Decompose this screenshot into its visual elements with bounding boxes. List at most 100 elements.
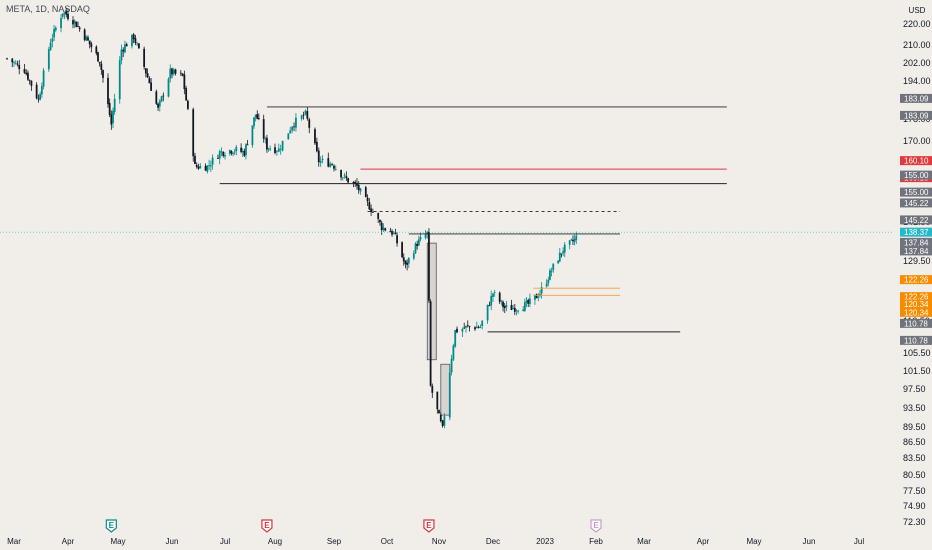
candle-body — [197, 166, 200, 169]
candle-body — [217, 158, 219, 159]
candle-body — [107, 77, 109, 105]
price-tag — [900, 187, 932, 197]
candle-body — [54, 27, 57, 31]
candle-body — [224, 155, 226, 157]
candle-body — [256, 114, 259, 119]
candle-body — [112, 110, 114, 124]
x-tick-label: Mar — [7, 537, 21, 546]
candle-body — [185, 88, 188, 101]
candle-body — [573, 238, 576, 242]
candle-body — [401, 242, 403, 258]
candle-body — [218, 151, 221, 159]
candle-body — [319, 160, 322, 163]
candle-body — [345, 176, 348, 179]
y-tick-label: 220.00 — [903, 19, 931, 29]
candle-body — [90, 43, 93, 48]
candle-body — [276, 151, 278, 153]
candle-body — [28, 80, 31, 81]
candle-body — [429, 301, 432, 386]
candle-body — [211, 157, 214, 165]
y-tick-label: 170.00 — [903, 136, 931, 146]
candle-body — [454, 330, 457, 347]
candle-body — [523, 302, 526, 311]
chart-symbol-header: META, 1D, NASDAQ — [6, 4, 90, 14]
candle-body — [562, 251, 564, 254]
price-tag — [900, 110, 932, 120]
y-tick-label: 97.50 — [903, 384, 926, 394]
candle-body — [545, 283, 548, 287]
candle-body — [47, 49, 50, 70]
candle-body — [389, 231, 392, 233]
candle-body — [329, 163, 332, 167]
candle-body — [146, 73, 149, 78]
candle-body — [235, 147, 238, 152]
price-tag — [900, 227, 932, 237]
price-tag — [900, 237, 932, 247]
candle-body — [269, 148, 272, 150]
candle-body — [492, 293, 494, 297]
candle-body — [352, 181, 355, 183]
candle-body — [359, 188, 362, 192]
candle-body — [155, 91, 158, 104]
candle-body — [262, 119, 265, 139]
candle-body — [209, 165, 212, 167]
candle-body — [302, 114, 305, 116]
candle-body — [534, 294, 536, 300]
candle-body — [291, 126, 294, 131]
candle-body — [18, 65, 21, 70]
price-tag-label: 145.22 — [904, 199, 929, 208]
candle-body — [277, 148, 280, 152]
candle-body — [295, 117, 297, 128]
candle-body — [72, 20, 74, 25]
candle-body — [493, 291, 496, 293]
candle-body — [417, 239, 420, 246]
candle-body — [357, 184, 360, 191]
candle-body — [428, 231, 430, 301]
price-tag — [900, 93, 932, 103]
earnings-event-label: E — [264, 521, 270, 530]
candle-body — [356, 182, 358, 186]
y-tick-label: 74.90 — [903, 501, 926, 511]
candle-body — [162, 95, 165, 97]
candle-body — [513, 307, 516, 312]
y-tick-label: 80.50 — [903, 470, 926, 480]
candle-body — [16, 63, 19, 65]
candle-body — [132, 34, 135, 40]
price-tag-label: 155.00 — [904, 188, 929, 197]
candle-body — [97, 52, 99, 62]
candle-body — [122, 49, 125, 52]
price-tag — [900, 292, 932, 302]
candle-body — [40, 86, 43, 95]
price-tag-label: 110.78 — [904, 319, 928, 328]
candle-body — [308, 119, 311, 128]
candle-body — [466, 325, 469, 327]
candle-body — [131, 34, 133, 47]
candle-body — [515, 310, 518, 312]
candle-body — [60, 18, 62, 29]
price-tag-label: 137.84 — [904, 238, 929, 247]
price-tag-label: 183.09 — [904, 111, 929, 120]
candle-body — [293, 126, 295, 128]
candle-body — [380, 222, 383, 230]
candle-body — [500, 300, 503, 302]
volume-profile-box — [426, 242, 437, 361]
candle-body — [77, 26, 79, 27]
candle-body — [63, 12, 66, 14]
candle-body — [240, 147, 243, 152]
candle-body — [370, 208, 372, 213]
candle-body — [315, 141, 318, 152]
candle-body — [171, 68, 173, 75]
candle-body — [222, 151, 225, 156]
candle-body — [448, 372, 451, 418]
candle-body — [304, 110, 307, 115]
candle-body — [148, 78, 151, 84]
candle-body — [321, 158, 324, 161]
candle-body — [468, 326, 471, 328]
candle-body — [206, 165, 209, 172]
candle-body — [535, 294, 538, 299]
x-tick-label: Dec — [486, 537, 500, 546]
candle-body — [382, 227, 385, 230]
candle-body — [134, 38, 137, 43]
candle-body — [243, 150, 246, 156]
